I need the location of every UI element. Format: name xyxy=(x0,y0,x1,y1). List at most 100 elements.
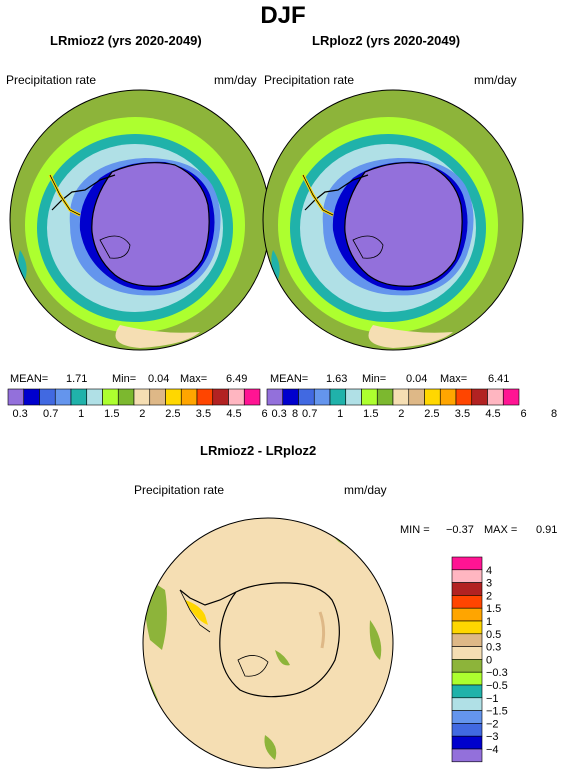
panel-2-colorbar-tick-label: 8 xyxy=(551,408,557,420)
panel-1-title: LRmioz2 (yrs 2020-2049) xyxy=(50,33,202,48)
panel-3-colorbar-swatch xyxy=(451,697,483,711)
panel-3-colorbar-tick-label: 3 xyxy=(486,578,492,590)
panel-1-colorbar-tick-label: 8 xyxy=(292,408,298,420)
panel-1-colorbar-swatch xyxy=(70,388,88,406)
panel-1-colorbar-swatch xyxy=(86,388,103,406)
panel-3-colorbar-tick-label: 0.5 xyxy=(486,629,501,641)
panel-1-colorbar-swatch xyxy=(180,388,198,406)
panel-3-colorbar-swatch xyxy=(451,582,483,596)
panel-3-title: LRmioz2 - LRploz2 xyxy=(200,443,317,458)
panel-3-colorbar-tick-label: −2 xyxy=(486,718,499,730)
panel-2-colorbar-swatch xyxy=(487,388,504,406)
panel-1-colorbar: 0.3 0.7 1 1.5 2 2.5 3.5 4.5 6 8 xyxy=(7,388,298,420)
panel-2-colorbar-swatch xyxy=(298,388,315,406)
panel-1-colorbar-swatch xyxy=(117,388,135,406)
panel-2-colorbar-tick-label: 4.5 xyxy=(485,408,500,420)
panel-1-colorbar-tick-label: 0.3 xyxy=(12,408,27,420)
panel-3-min-label: MIN = xyxy=(400,524,430,536)
panel-3-colorbar-tick-label: 1.5 xyxy=(486,603,501,615)
panel-3-colorbar-tick-label: −1 xyxy=(486,693,499,705)
panel-1-colorbar-tick-label: 1 xyxy=(78,408,84,420)
panel-3-variable: Precipitation rate xyxy=(134,483,225,497)
panel-2-colorbar-swatch xyxy=(329,388,347,406)
panel-1-colorbar-swatch xyxy=(39,388,56,406)
panel-3-colorbar-swatch xyxy=(451,671,483,686)
panel-3-colorbar-tick-label: 4 xyxy=(486,565,492,577)
panel-2-max-label: Max= xyxy=(440,373,468,385)
panel-3-colorbar-tick-label: −1.5 xyxy=(486,706,508,718)
panel-2-colorbar-tick-label: 2.5 xyxy=(424,408,439,420)
panel-1-colorbar-tick-label: 1.5 xyxy=(104,408,119,420)
panel-2-colorbar-swatch xyxy=(471,388,488,406)
panel-1-colorbar-tick-label: 0.7 xyxy=(43,408,58,420)
panel-3-map xyxy=(143,518,393,768)
panel-1-colorbar-swatch xyxy=(54,388,72,406)
panel-2-colorbar-tick-label: 1.5 xyxy=(363,408,378,420)
panel-2-colorbar-tick-label: 2 xyxy=(398,408,404,420)
panel-3-colorbar-swatch xyxy=(451,633,483,647)
panel-2-colorbar: 0.3 0.7 1 1.5 2 2.5 3.5 4.5 6 8 xyxy=(266,388,557,420)
panel-3-min-value: −0.37 xyxy=(446,524,474,536)
panel-2-colorbar-swatch xyxy=(455,388,473,406)
panel-1-variable: Precipitation rate xyxy=(6,73,97,87)
panel-1-colorbar-tick-label: 2.5 xyxy=(165,408,180,420)
panel-2-colorbar-swatch xyxy=(345,388,362,406)
panel-3-map-border xyxy=(142,517,394,769)
panel-3-colorbar-tick-label: 0.3 xyxy=(486,642,501,654)
panel-3-colorbar-swatch xyxy=(451,684,483,699)
panel-3-colorbar-swatch xyxy=(451,556,483,571)
panel-3-colorbar-swatch xyxy=(451,723,483,737)
panel-1-colorbar-tick-label: 3.5 xyxy=(196,408,211,420)
panel-2-colorbar-swatch xyxy=(392,388,410,406)
panel-2-colorbar-tick-label: 6 xyxy=(521,408,527,420)
panel-2-colorbar-swatch xyxy=(439,388,457,406)
panel-3-colorbar-tick-label: −4 xyxy=(486,744,499,756)
panel-1-max-value: 6.49 xyxy=(226,373,248,385)
panel-2-variable: Precipitation rate xyxy=(264,73,355,87)
panel-3-colorbar-tick-label: 1 xyxy=(486,616,492,628)
panel-1-colorbar-swatch xyxy=(23,388,40,406)
panel-1-colorbar-swatch xyxy=(212,388,229,406)
panel-2-map xyxy=(263,90,523,350)
panel-3-colorbar-swatch xyxy=(451,735,483,750)
panel-1-mean-value: 1.71 xyxy=(66,373,88,385)
panel-2-colorbar-swatch xyxy=(424,388,441,406)
panel-3-colorbar-swatch xyxy=(451,710,483,724)
panel-1-colorbar-swatch xyxy=(149,388,166,406)
panel-2-colorbar-swatch xyxy=(361,388,378,406)
panel-3-units: mm/day xyxy=(344,483,387,497)
panel-1-colorbar-swatch xyxy=(7,388,25,406)
panel-2-colorbar-swatch xyxy=(376,388,394,406)
panel-2-colorbar-swatch xyxy=(502,388,520,406)
panel-2-mean-label: MEAN= xyxy=(270,373,309,385)
panel-3-colorbar-swatch xyxy=(451,659,483,673)
panel-3-colorbar-swatch xyxy=(451,646,483,660)
figure-title: DJF xyxy=(260,2,306,29)
panel-1-colorbar-swatch xyxy=(102,388,119,406)
panel-2-colorbar-tick-label: 1 xyxy=(337,408,343,420)
panel-2-colorbar-tick-label: 0.7 xyxy=(302,408,317,420)
panel-2-map-border xyxy=(262,89,524,351)
panel-3-max-value: 0.91 xyxy=(536,524,558,536)
panel-3-colorbar-swatch xyxy=(451,607,483,622)
panel-2-min-value: 0.04 xyxy=(406,373,428,385)
panel-1-colorbar-swatch xyxy=(228,388,245,406)
panel-1-colorbar-tick-label: 6 xyxy=(262,408,268,420)
panel-3-colorbar-tick-label: −0.5 xyxy=(486,680,508,692)
panel-1-max-label: Max= xyxy=(180,373,208,385)
panel-1-colorbar-swatch xyxy=(133,388,151,406)
panel-3-colorbar-tick-label: −3 xyxy=(486,731,499,743)
panel-3-colorbar-tick-label: 0 xyxy=(486,654,492,666)
panel-2-colorbar-tick-label: 3.5 xyxy=(455,408,470,420)
panel-1-colorbar-swatch xyxy=(165,388,182,406)
panel-1-colorbar-tick-label: 2 xyxy=(139,408,145,420)
panel-3-colorbar-tick-label: 2 xyxy=(486,590,492,602)
panel-3-max-label: MAX = xyxy=(484,524,518,536)
panel-1-min-label: Min= xyxy=(112,373,137,385)
panel-2-mean-value: 1.63 xyxy=(326,373,348,385)
panel-2-colorbar-swatch xyxy=(266,388,284,406)
panel-2-colorbar-tick-label: 0.3 xyxy=(271,408,286,420)
panel-3-colorbar-swatch xyxy=(451,569,483,583)
panel-2-units: mm/day xyxy=(474,73,517,87)
